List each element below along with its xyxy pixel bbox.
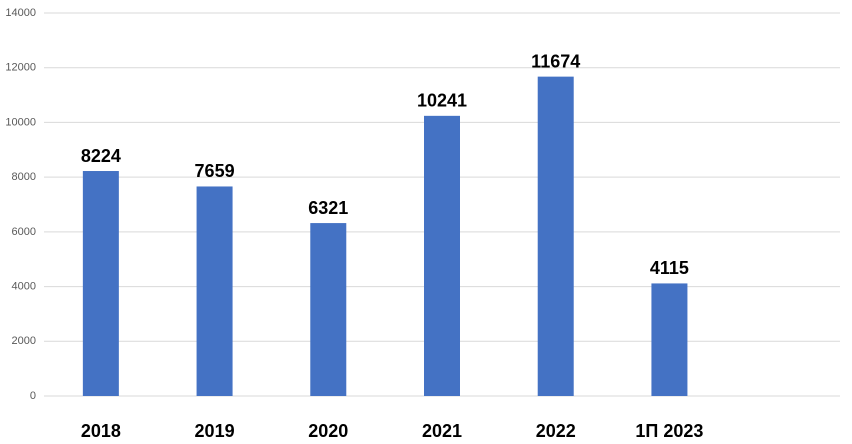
bar — [537, 76, 574, 396]
x-tick-label: 2020 — [308, 421, 348, 441]
value-label: 11674 — [531, 51, 580, 71]
value-label: 6321 — [308, 198, 348, 218]
value-label: 4115 — [650, 258, 689, 278]
bar — [424, 115, 460, 396]
value-label: 10241 — [417, 91, 467, 111]
y-tick-label: 10000 — [5, 116, 36, 128]
bar — [310, 223, 347, 396]
bar — [82, 171, 119, 396]
y-tick-label: 8000 — [12, 171, 36, 183]
x-tick-label: 2019 — [195, 421, 235, 441]
x-tick-label: 2021 — [422, 421, 462, 441]
y-tick-label: 12000 — [5, 62, 36, 74]
value-label: 8224 — [81, 146, 121, 166]
y-tick-label: 0 — [30, 390, 36, 402]
bar — [196, 186, 233, 396]
y-tick-label: 2000 — [12, 335, 36, 347]
y-tick-label: 4000 — [12, 280, 36, 292]
y-tick-label: 14000 — [5, 7, 36, 19]
y-tick-label: 6000 — [12, 226, 36, 238]
x-tick-label: 2022 — [536, 421, 576, 441]
x-tick-label: 1П 2023 — [635, 421, 703, 441]
x-tick-label: 2018 — [81, 421, 121, 441]
value-label: 7659 — [195, 161, 235, 181]
bar — [651, 283, 688, 396]
